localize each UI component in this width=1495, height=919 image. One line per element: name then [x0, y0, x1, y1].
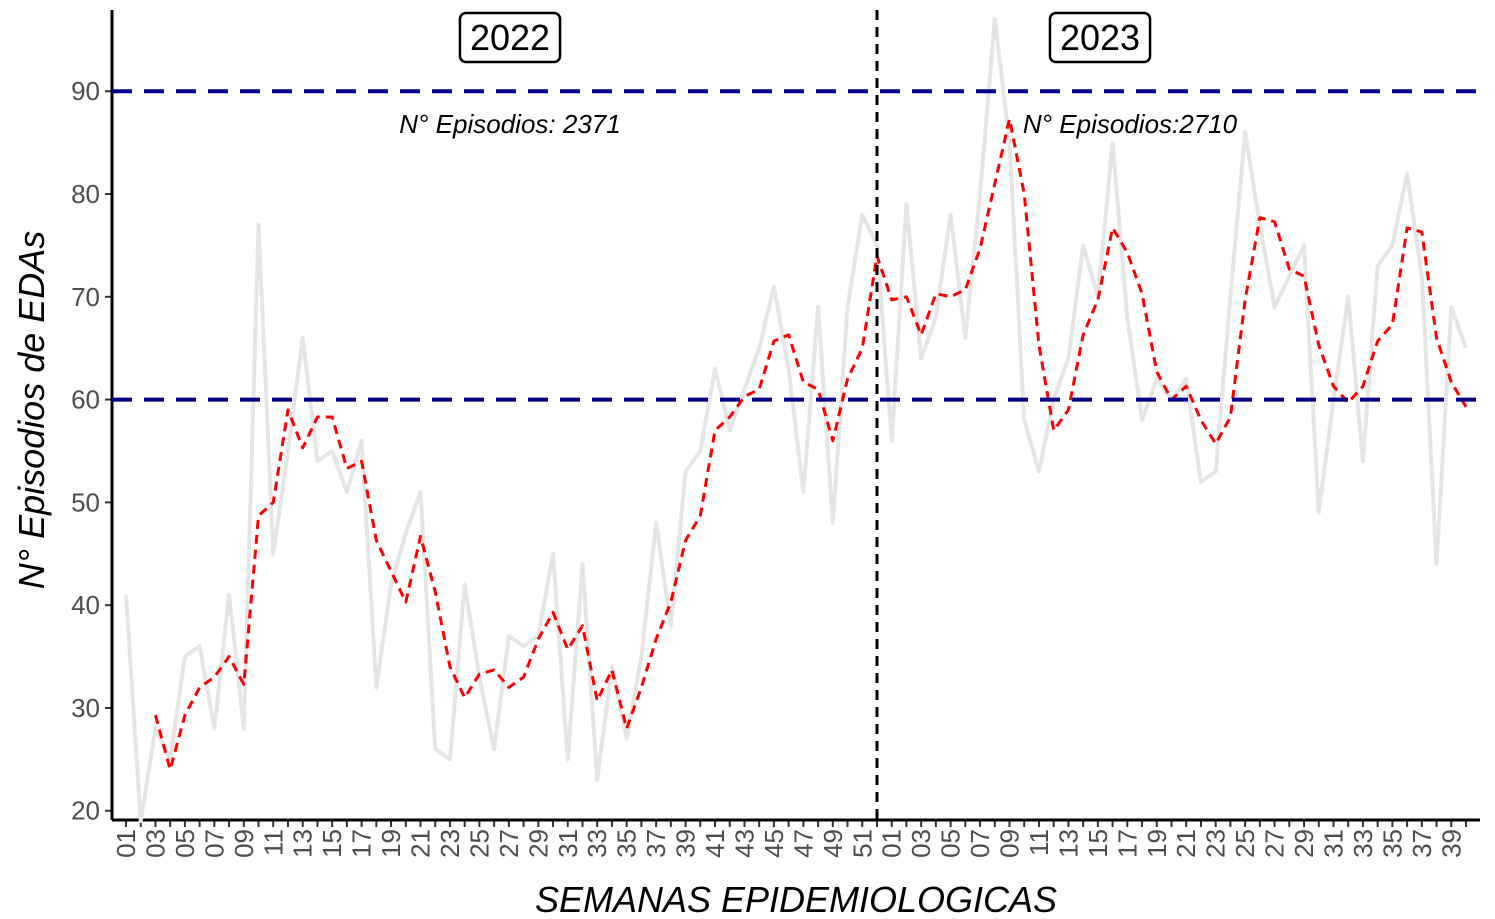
x-tick-label: 19 [1142, 829, 1172, 858]
x-tick-label: 31 [1318, 829, 1348, 858]
x-tick-label: 01 [111, 829, 141, 858]
year-box [1048, 11, 1152, 64]
y-tick-label: 60 [71, 385, 100, 415]
year-text: 2022 [470, 17, 550, 58]
x-tick-label: 43 [729, 829, 759, 858]
x-tick-label: 13 [288, 829, 318, 858]
year-text: 2023 [1060, 17, 1140, 58]
x-tick-label: 05 [936, 829, 966, 858]
x-tick-label: 21 [406, 829, 436, 858]
x-tick-label: 11 [258, 829, 288, 856]
x-tick-label: 13 [1053, 829, 1083, 858]
x-tick-label: 39 [1436, 829, 1466, 858]
series-line [154, 117, 1468, 772]
x-tick-label: 09 [995, 829, 1025, 858]
x-tick-label: 09 [229, 829, 259, 858]
x-tick-label: 17 [347, 829, 377, 858]
x-tick-label: 25 [464, 829, 494, 858]
x-tick-label: 25 [1230, 829, 1260, 858]
y-tick-label: 50 [71, 487, 100, 517]
x-tick-label: 51 [847, 829, 877, 858]
x-tick-label: 49 [818, 829, 848, 858]
x-tick-label: 47 [788, 829, 818, 858]
x-tick-label: 21 [1171, 829, 1201, 858]
y-tick-label: 30 [71, 693, 100, 723]
x-tick-label: 15 [317, 829, 347, 858]
annotation: N° Episodios: 2371 [399, 109, 620, 139]
x-tick-label: 11 [1024, 829, 1054, 856]
y-tick-label: 90 [71, 76, 100, 106]
x-tick-label: 15 [1083, 829, 1113, 858]
x-tick-label: 35 [1377, 829, 1407, 858]
annotation: N° Episodios:2710 [1023, 109, 1238, 139]
x-axis-title: SEMANAS EPIDEMIOLOGICAS [535, 879, 1057, 919]
x-tick-label: 39 [671, 829, 701, 858]
x-tick-label: 27 [494, 829, 524, 858]
x-tick-label: 07 [965, 829, 995, 858]
x-tick-label: 45 [759, 829, 789, 858]
year-label: 2023 [1048, 11, 1152, 64]
series-line [124, 17, 1468, 824]
y-tick-label: 80 [71, 179, 100, 209]
x-tick-label: 29 [1289, 829, 1319, 858]
y-tick-label: 40 [71, 590, 100, 620]
x-tick-label: 19 [376, 829, 406, 858]
x-tick-label: 27 [1260, 829, 1290, 858]
x-tick-label: 23 [1201, 829, 1231, 858]
x-tick-label: 33 [582, 829, 612, 858]
x-tick-label: 37 [641, 829, 671, 858]
x-tick-label: 03 [906, 829, 936, 858]
x-tick-label: 31 [553, 829, 583, 858]
x-tick-label: 35 [612, 829, 642, 858]
x-tick-label: 03 [140, 829, 170, 858]
x-tick-label: 37 [1407, 829, 1437, 858]
x-tick-label: 41 [700, 829, 730, 858]
year-label: 2022 [458, 11, 562, 64]
y-tick-label: 20 [71, 796, 100, 826]
x-tick-label: 17 [1112, 829, 1142, 858]
year-box [458, 11, 562, 64]
x-tick-label: 07 [199, 829, 229, 858]
x-tick-label: 33 [1348, 829, 1378, 858]
x-tick-label: 23 [435, 829, 465, 858]
y-axis-title: N° Episodios de EDAs [11, 231, 52, 590]
y-tick-label: 70 [71, 282, 100, 312]
x-tick-label: 01 [877, 829, 907, 858]
x-tick-label: 29 [523, 829, 553, 858]
x-tick-label: 05 [170, 829, 200, 858]
